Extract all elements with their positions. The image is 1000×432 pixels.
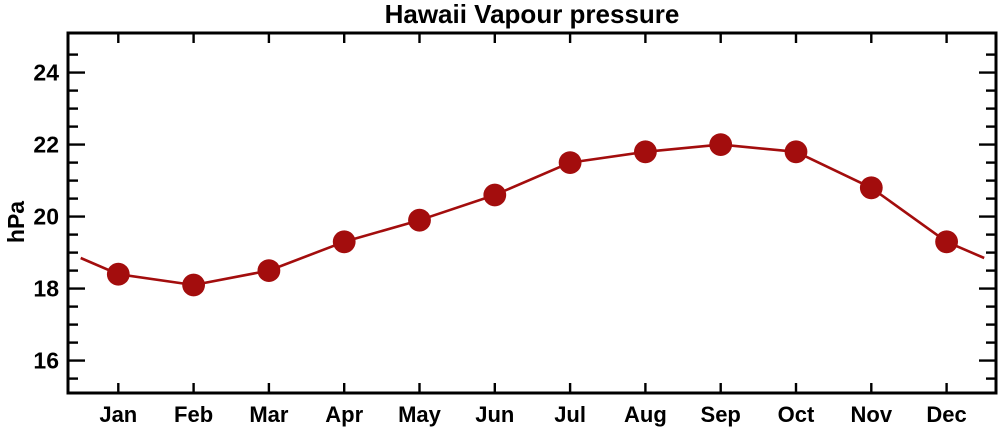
data-point-apr [332,230,356,254]
x-tick-label-jan: Jan [99,402,137,427]
y-tick-label-24: 24 [33,60,59,86]
data-point-jan [106,262,130,286]
x-tick-label-mar: Mar [249,402,289,427]
x-tick-label-jun: Jun [475,402,514,427]
data-point-dec [935,230,958,254]
data-point-feb [182,273,206,297]
data-point-jul [558,151,582,175]
x-tick-label-dec: Dec [926,402,966,427]
plot-frame [66,31,998,395]
data-line [80,143,985,287]
y-tick-label-18: 18 [33,276,59,302]
data-point-sep [709,133,733,157]
x-tick-label-aug: Aug [624,402,667,427]
data-point-nov [859,176,883,200]
data-point-aug [634,140,657,164]
x-tick-label-oct: Oct [778,402,815,427]
y-tick-label-16: 16 [33,348,59,374]
y-tick-label-22: 22 [33,132,59,158]
x-tick-label-feb: Feb [174,402,213,427]
chart-title: Hawaii Vapour pressure [385,0,680,29]
data-point-may [408,208,431,232]
x-tick-label-nov: Nov [851,402,893,427]
x-tick-label-apr: Apr [325,402,363,427]
x-tick-label-sep: Sep [701,402,741,427]
data-point-mar [257,259,281,282]
y-axis-label: hPa [3,201,29,243]
data-point-oct [784,140,808,164]
y-tick-label-20: 20 [33,204,59,230]
data-point-jun [483,183,507,207]
x-tick-label-jul: Jul [554,402,586,427]
x-tick-label-may: May [398,402,442,427]
